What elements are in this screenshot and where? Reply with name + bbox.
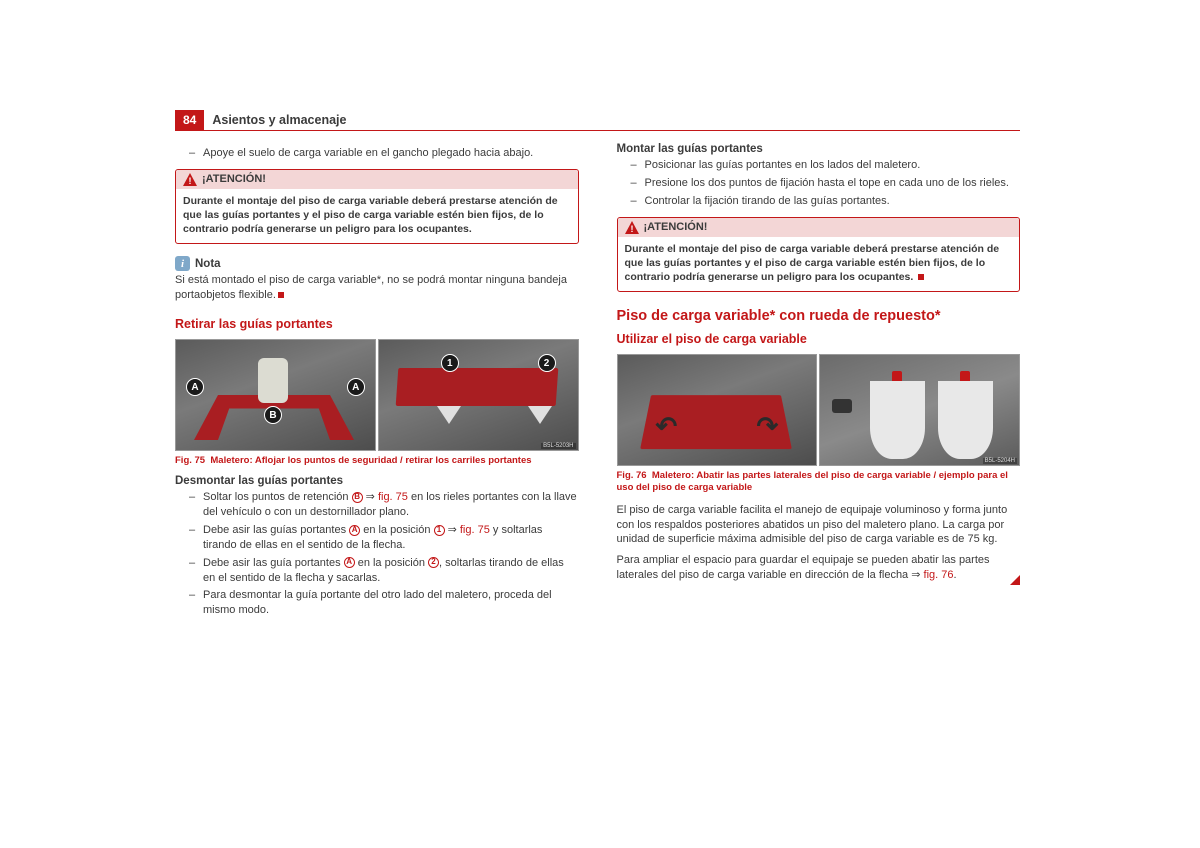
bullet-text: Posicionar las guías portantes en los la… bbox=[645, 158, 921, 173]
warning-header: ! ¡ATENCIÓN! bbox=[618, 218, 1020, 237]
paragraph: Para ampliar el espacio para guardar el … bbox=[617, 553, 1021, 583]
note-text: Si está montado el piso de carga variabl… bbox=[175, 274, 567, 301]
figure-76-caption: Fig. 76 Maletero: Abatir las partes late… bbox=[617, 470, 1021, 495]
list-item: – Soltar los puntos de retención B ⇒ fig… bbox=[189, 490, 579, 520]
warning-title: ¡ATENCIÓN! bbox=[644, 221, 708, 233]
info-icon: i bbox=[175, 256, 190, 271]
note-header: i Nota bbox=[175, 256, 579, 271]
bullet-dash: – bbox=[189, 588, 203, 618]
bullet-dash: – bbox=[631, 158, 645, 173]
bullet-text: Debe asir las guía portantes A en la pos… bbox=[203, 556, 579, 586]
content-columns: – Apoye el suelo de carga variable en el… bbox=[175, 143, 1020, 621]
bullet-text: Controlar la fijación tirando de las guí… bbox=[645, 194, 890, 209]
end-square-icon bbox=[278, 292, 284, 298]
continue-indicator-icon bbox=[1010, 575, 1020, 585]
warning-icon: ! bbox=[183, 173, 197, 186]
bullet-text: Presione los dos puntos de fijación hast… bbox=[645, 176, 1009, 191]
list-item: – Apoye el suelo de carga variable en el… bbox=[189, 146, 579, 161]
bullet-text: Soltar los puntos de retención B ⇒ fig. … bbox=[203, 490, 579, 520]
svg-text:!: ! bbox=[630, 224, 633, 234]
page-container: 84 Asientos y almacenaje – Apoye el suel… bbox=[175, 110, 1020, 621]
callout-inline: 2 bbox=[428, 557, 439, 568]
warning-box: ! ¡ATENCIÓN! Durante el montaje del piso… bbox=[617, 217, 1021, 293]
figure-75-panel-right: 1 2 B5L-5203H bbox=[378, 339, 579, 451]
warning-icon: ! bbox=[625, 221, 639, 234]
heading-piso-carga: Piso de carga variable* con rueda de rep… bbox=[617, 308, 1021, 324]
figure-code: B5L-5203H bbox=[541, 443, 575, 449]
warning-box: ! ¡ATENCIÓN! Durante el montaje del piso… bbox=[175, 169, 579, 245]
callout-B: B bbox=[264, 406, 282, 424]
callout-2: 2 bbox=[538, 354, 556, 372]
list-item: – Para desmontar la guía portante del ot… bbox=[189, 588, 579, 618]
bullet-dash: – bbox=[189, 146, 203, 161]
section-title: Asientos y almacenaje bbox=[212, 113, 346, 127]
fig-link[interactable]: fig. 75 bbox=[378, 491, 408, 503]
warning-header: ! ¡ATENCIÓN! bbox=[176, 170, 578, 189]
note-title: Nota bbox=[195, 258, 221, 270]
callout-A: A bbox=[186, 378, 204, 396]
callout-inline: A bbox=[349, 525, 360, 536]
warning-title: ¡ATENCIÓN! bbox=[202, 173, 266, 185]
warning-body: Durante el montaje del piso de carga var… bbox=[618, 237, 1020, 292]
figure-75-caption: Fig. 75 Maletero: Aflojar los puntos de … bbox=[175, 455, 579, 467]
bullet-dash: – bbox=[631, 194, 645, 209]
svg-text:!: ! bbox=[189, 176, 192, 186]
callout-inline: A bbox=[344, 557, 355, 568]
list-item: – Controlar la fijación tirando de las g… bbox=[631, 194, 1021, 209]
warning-body: Durante el montaje del piso de carga var… bbox=[176, 189, 578, 244]
bullet-text: Para desmontar la guía portante del otro… bbox=[203, 588, 579, 618]
paragraph: El piso de carga variable facilita el ma… bbox=[617, 503, 1021, 548]
figure-code: B5L-5204H bbox=[983, 458, 1017, 464]
note-body: Si está montado el piso de carga variabl… bbox=[175, 273, 579, 303]
fig-link[interactable]: fig. 76 bbox=[924, 569, 954, 581]
left-column: – Apoye el suelo de carga variable en el… bbox=[175, 143, 579, 621]
right-column: Montar las guías portantes – Posicionar … bbox=[617, 143, 1021, 621]
callout-inline: B bbox=[352, 492, 363, 503]
figure-76-panel-left: ↶ ↷ bbox=[617, 354, 818, 466]
list-item: – Posicionar las guías portantes en los … bbox=[631, 158, 1021, 173]
figure-76-panel-right: B5L-5204H bbox=[819, 354, 1020, 466]
callout-inline: 1 bbox=[434, 525, 445, 536]
list-item: – Presione los dos puntos de fijación ha… bbox=[631, 176, 1021, 191]
figure-75-panel-left: A A B bbox=[175, 339, 376, 451]
callout-1: 1 bbox=[441, 354, 459, 372]
end-square-icon bbox=[918, 274, 924, 280]
bullet-dash: – bbox=[189, 523, 203, 553]
heading-utilizar: Utilizar el piso de carga variable bbox=[617, 332, 1021, 346]
page-number: 84 bbox=[175, 110, 204, 130]
figure-75: A A B 1 2 B5L-5203H bbox=[175, 339, 579, 451]
list-item: – Debe asir las guía portantes A en la p… bbox=[189, 556, 579, 586]
figure-76: ↶ ↷ B5L-5204H bbox=[617, 354, 1021, 466]
heading-montar: Montar las guías portantes bbox=[617, 143, 1021, 155]
bullet-dash: – bbox=[631, 176, 645, 191]
callout-A: A bbox=[347, 378, 365, 396]
heading-desmontar: Desmontar las guías portantes bbox=[175, 475, 579, 487]
heading-retirar: Retirar las guías portantes bbox=[175, 317, 579, 331]
bullet-dash: – bbox=[189, 490, 203, 520]
fig-link[interactable]: fig. 75 bbox=[460, 524, 490, 536]
bullet-text: Debe asir las guías portantes A en la po… bbox=[203, 523, 579, 553]
bullet-text: Apoye el suelo de carga variable en el g… bbox=[203, 146, 533, 161]
bullet-dash: – bbox=[189, 556, 203, 586]
page-header: 84 Asientos y almacenaje bbox=[175, 110, 1020, 131]
list-item: – Debe asir las guías portantes A en la … bbox=[189, 523, 579, 553]
